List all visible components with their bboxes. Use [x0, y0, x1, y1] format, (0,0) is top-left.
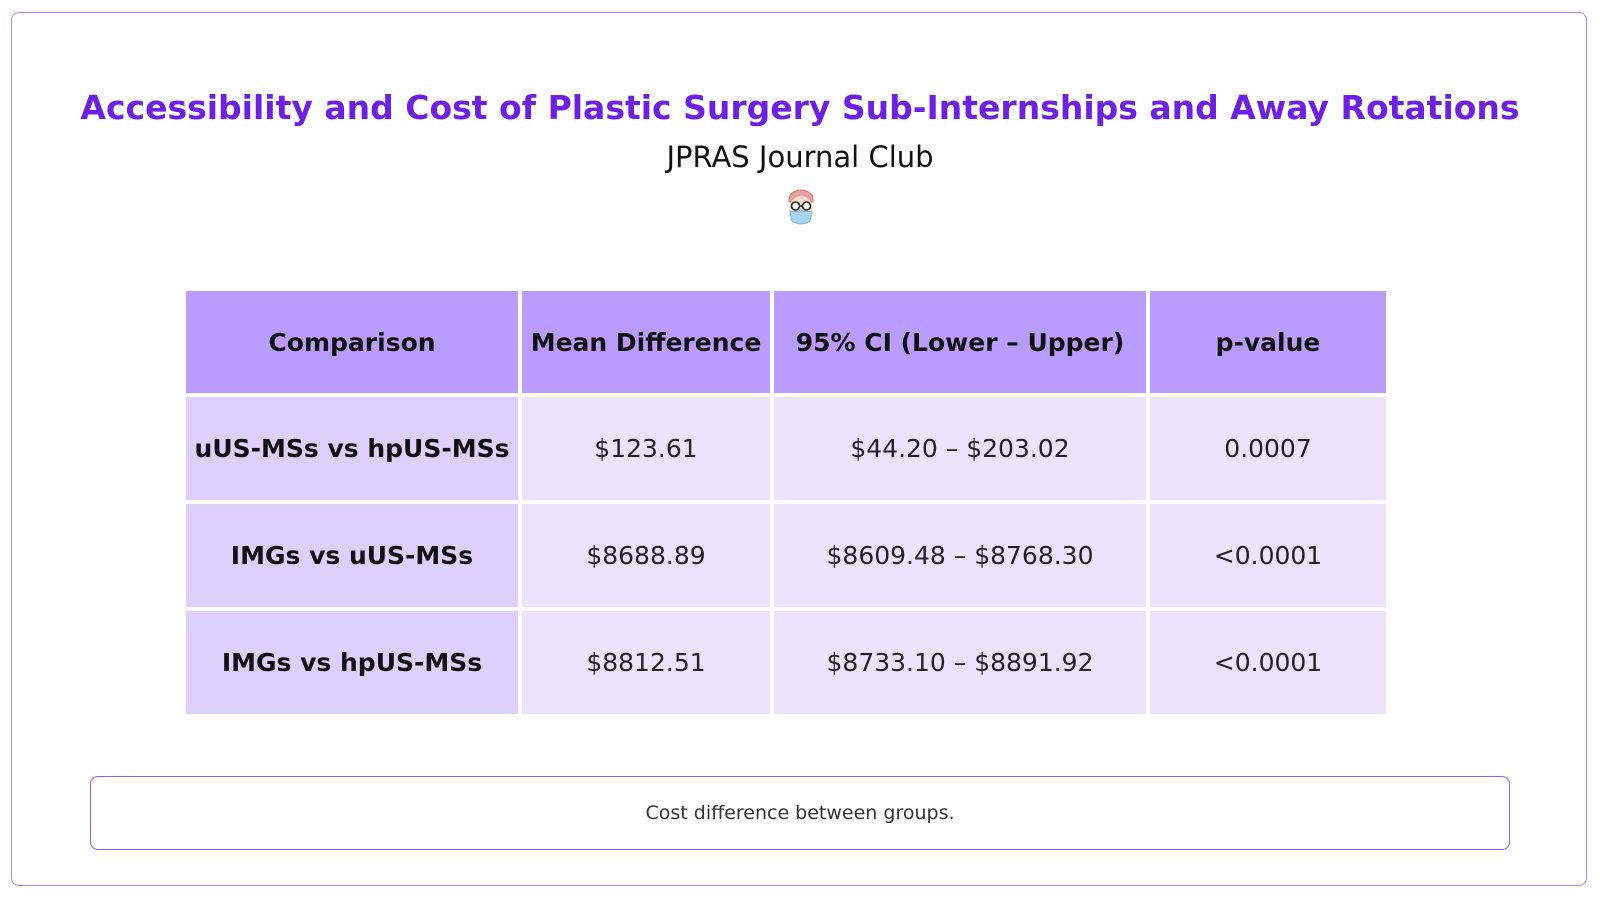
row-label: IMGs vs uUS-MSs — [186, 504, 518, 607]
table-head: Comparison Mean Difference 95% CI (Lower –… — [186, 291, 1386, 393]
table-cell: $44.20 – $203.02 — [774, 397, 1146, 500]
column-header: Comparison — [186, 291, 518, 393]
slide-frame — [11, 12, 1587, 886]
table-cell: 0.0007 — [1150, 397, 1386, 500]
table-cell: $8733.10 – $8891.92 — [774, 611, 1146, 714]
header-row: Comparison Mean Difference 95% CI (Lower –… — [186, 291, 1386, 393]
avatar-icon — [788, 189, 814, 225]
row-label: IMGs vs hpUS-MSs — [186, 611, 518, 714]
title: Accessibility and Cost of Plastic Surger… — [80, 88, 1520, 127]
table-body: uUS-MSs vs hpUS-MSs $123.61 $44.20 – $203.… — [186, 397, 1386, 714]
comparison-table: Comparison Mean Difference 95% CI (Lower –… — [182, 287, 1390, 718]
column-header: p-value — [1150, 291, 1386, 393]
table-cell: $8609.48 – $8768.30 — [774, 504, 1146, 607]
table-cell: <0.0001 — [1150, 504, 1386, 607]
table-cell: $123.61 — [522, 397, 770, 500]
subtitle: JPRAS Journal Club — [666, 140, 934, 174]
table-row: IMGs vs uUS-MSs $8688.89 $8609.48 – $8768.… — [186, 504, 1386, 607]
table-row: uUS-MSs vs hpUS-MSs $123.61 $44.20 – $203.… — [186, 397, 1386, 500]
row-label: uUS-MSs vs hpUS-MSs — [186, 397, 518, 500]
table-cell: <0.0001 — [1150, 611, 1386, 714]
table-cell: $8812.51 — [522, 611, 770, 714]
column-header: Mean Difference — [522, 291, 770, 393]
table-row: IMGs vs hpUS-MSs $8812.51 $8733.10 – $8891… — [186, 611, 1386, 714]
caption: Cost difference between groups. — [90, 776, 1510, 850]
column-header: 95% CI (Lower – Upper) — [774, 291, 1146, 393]
table-cell: $8688.89 — [522, 504, 770, 607]
